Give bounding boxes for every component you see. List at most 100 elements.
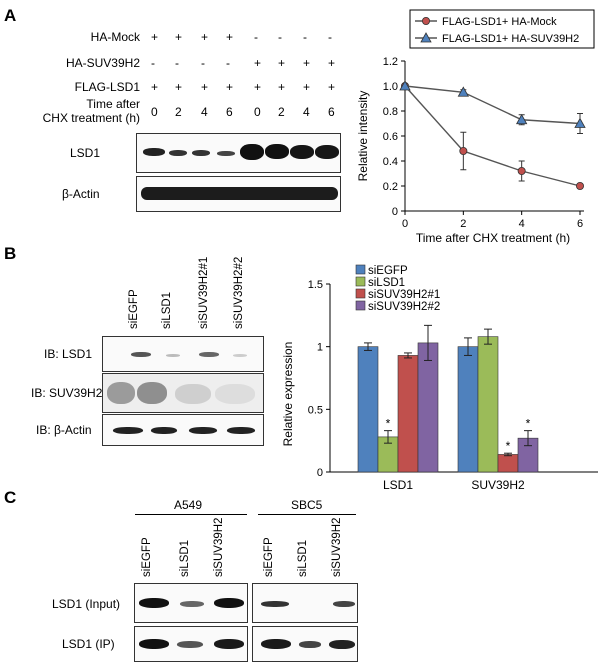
band [329, 640, 355, 649]
blot-c-sbc5-ip [252, 626, 358, 662]
series-line [404, 85, 581, 187]
condition-sign: + [278, 80, 286, 94]
lane-label: siLSD1 [161, 291, 173, 329]
condition-sign: + [175, 30, 183, 44]
x-tick-label: 2 [460, 218, 466, 230]
significance-star: * [386, 417, 391, 431]
legend-marker [420, 32, 432, 43]
blot-c-a549-input [134, 583, 248, 623]
chart-a-xlabel: Time after CHX treatment (h) [416, 231, 570, 245]
bar [457, 346, 479, 473]
band [261, 601, 289, 607]
row-label-flag-lsd1: FLAG-LSD1 [74, 80, 140, 94]
data-point [457, 86, 470, 97]
data-point [574, 117, 586, 128]
condition-sign: + [303, 80, 311, 94]
data-point [399, 80, 411, 91]
lane-label: siSUV39H2 [213, 517, 225, 577]
condition-sign: - [201, 56, 205, 70]
time-value: 4 [303, 105, 310, 119]
band [240, 144, 264, 160]
condition-sign: + [303, 56, 311, 70]
legend-label: FLAG-LSD1+ HA-Mock [442, 16, 557, 28]
y-tick-label: 1.2 [383, 56, 398, 68]
legend-label: siSUV39H2#2 [368, 301, 440, 313]
legend-marker [422, 16, 431, 25]
blot-b-suv39h2 [102, 373, 264, 413]
blot-a-actin [136, 176, 341, 212]
band [215, 384, 255, 404]
blot-label-lsd1-ip: LSD1 (IP) [62, 637, 115, 651]
band [131, 352, 151, 357]
condition-sign: + [328, 56, 336, 70]
band [265, 144, 289, 159]
time-value: 0 [254, 105, 261, 119]
band [177, 641, 203, 648]
time-label-line1: Time after [86, 97, 140, 111]
y-tick-label: 0.8 [383, 106, 398, 118]
data-point [515, 113, 528, 125]
blot-c-a549-ip [134, 626, 248, 662]
y-tick-label: 1 [317, 342, 323, 354]
group-label-a549: A549 [174, 498, 203, 512]
legend-swatch [355, 288, 366, 299]
row-label-ha-mock: HA-Mock [90, 30, 140, 44]
band [107, 382, 135, 404]
blot-label-ib-suv39h2: IB: SUV39H2 [31, 386, 103, 400]
blot-label-ib-actin: IB: β-Actin [36, 423, 92, 437]
condition-sign: - [328, 30, 332, 44]
panel-c-label: C [4, 488, 17, 507]
legend-swatch [355, 264, 366, 275]
legend-label: siEGFP [368, 265, 408, 277]
blot-label-lsd1-input: LSD1 (Input) [52, 597, 121, 611]
band [139, 639, 169, 649]
x-tick-label: 4 [519, 218, 525, 230]
band [151, 427, 177, 434]
condition-sign: + [226, 80, 234, 94]
band [137, 382, 167, 404]
significance-star: * [506, 439, 511, 453]
condition-sign: + [226, 30, 234, 44]
blot-label-ib-lsd1: IB: LSD1 [44, 347, 93, 361]
y-tick-label: 1.5 [308, 279, 323, 291]
lane-label: siSUV39H2#1 [198, 256, 210, 329]
blot-b-lsd1 [102, 336, 264, 372]
chart-a-legend [409, 9, 595, 49]
condition-sign: - [226, 56, 230, 70]
band [290, 145, 314, 159]
category-label: SUV39H2 [471, 478, 525, 492]
chart-a-ylabel: Relative intensity [356, 91, 370, 182]
lane-label: siSUV39H2 [331, 517, 343, 577]
data-point [459, 146, 468, 155]
condition-sign: - [175, 56, 179, 70]
legend-label: siSUV39H2#1 [368, 289, 440, 301]
blot-a-lsd1 [136, 133, 341, 173]
condition-sign: + [328, 80, 336, 94]
bar [357, 346, 379, 473]
blot-b-actin [102, 414, 264, 446]
condition-sign: + [175, 80, 183, 94]
band [143, 148, 165, 156]
y-tick-label: 0 [317, 467, 323, 479]
condition-sign: + [254, 56, 262, 70]
band [227, 427, 255, 434]
legend-label: siLSD1 [368, 277, 405, 289]
category-label: LSD1 [383, 478, 413, 492]
bar [417, 342, 439, 473]
lane-label: siSUV39H2#2 [233, 256, 245, 329]
y-tick-label: 1.0 [383, 81, 398, 93]
condition-sign: - [151, 56, 155, 70]
band [169, 150, 187, 156]
band [333, 601, 355, 607]
time-label-line2: CHX treatment (h) [42, 111, 140, 125]
condition-sign: + [201, 80, 209, 94]
condition-sign: + [254, 80, 262, 94]
blot-label-actin: β-Actin [62, 187, 100, 201]
time-value: 6 [328, 105, 335, 119]
condition-sign: + [278, 56, 286, 70]
band [199, 352, 219, 357]
band [217, 151, 235, 156]
condition-sign: - [278, 30, 282, 44]
y-tick-label: 0.5 [308, 404, 323, 416]
